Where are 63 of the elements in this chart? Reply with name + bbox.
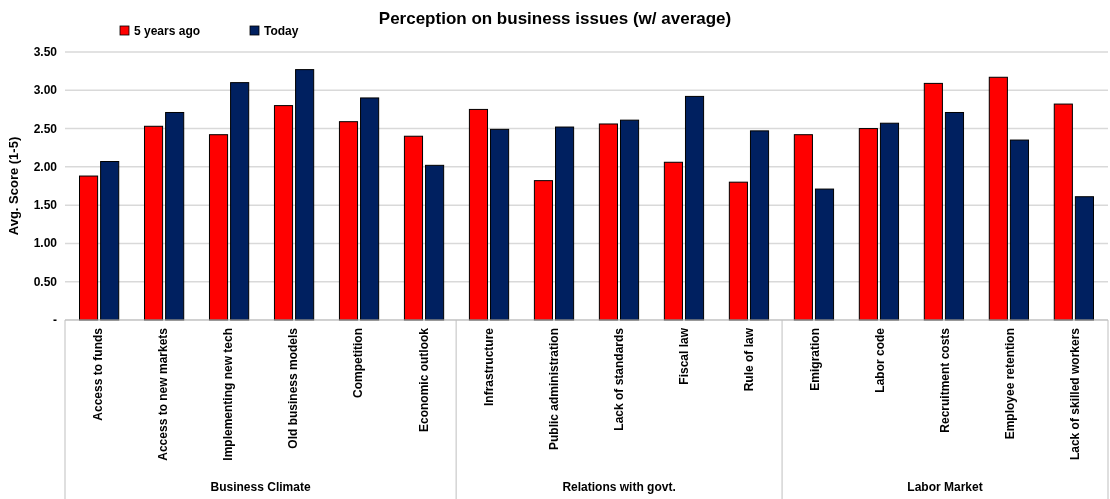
x-tick-label: Competition xyxy=(351,328,366,398)
x-tick-label: Lack of standards xyxy=(612,327,627,431)
x-tick-label: Infrastructure xyxy=(481,327,496,407)
x-tick-label: Fiscal law xyxy=(677,327,692,385)
bar xyxy=(208,134,229,321)
y-tick-label: 1.00 xyxy=(33,236,58,251)
bar xyxy=(684,95,705,321)
bar xyxy=(944,111,965,321)
x-tick-label: Rule of law xyxy=(742,327,757,392)
bar xyxy=(1053,103,1073,321)
bar xyxy=(338,121,359,321)
bar xyxy=(1074,196,1094,321)
bar xyxy=(1009,139,1030,321)
bar xyxy=(793,134,813,321)
bar xyxy=(879,122,900,321)
legend-label: Today xyxy=(264,24,299,38)
bar xyxy=(79,175,99,321)
x-tick-label: Access to new markets xyxy=(155,327,170,461)
y-tick-label: 3.50 xyxy=(33,45,58,59)
bar xyxy=(230,82,250,321)
x-tick-label: Lack of skilled workers xyxy=(1068,327,1083,461)
x-tick-label: Recruitment costs xyxy=(938,327,953,433)
y-tick-label: 2.50 xyxy=(33,121,58,136)
x-tick-label: Old business models xyxy=(286,327,301,449)
bar xyxy=(728,181,748,321)
bar xyxy=(988,76,1008,321)
x-tick-label: Economic outlook xyxy=(416,327,431,433)
y-tick-label: 2.00 xyxy=(33,159,58,174)
x-tick-label: Employee retention xyxy=(1003,328,1018,440)
text: Labor Market xyxy=(907,480,983,494)
x-tick-label: Implementing new tech xyxy=(220,328,235,461)
bar xyxy=(598,123,618,321)
bar xyxy=(533,180,554,321)
y-tick-label: 1.50 xyxy=(33,198,58,213)
x-tick-label: Labor code xyxy=(872,327,887,393)
bar xyxy=(814,188,835,321)
y-axis-title: Avg. Score (1-5) xyxy=(6,136,21,236)
bar xyxy=(273,105,294,321)
bar xyxy=(663,161,683,321)
legend-label: 5 years ago xyxy=(134,24,201,38)
bar xyxy=(490,128,510,321)
x-tick-label: Access to funds xyxy=(90,327,105,421)
y-tick-label: 0.50 xyxy=(33,274,58,289)
bar xyxy=(749,130,770,321)
x-tick-label: Emigration xyxy=(807,328,822,391)
bar xyxy=(295,69,315,321)
bar xyxy=(468,108,489,321)
bar xyxy=(360,97,380,321)
bar xyxy=(165,111,185,321)
y-tick-label: 3.00 xyxy=(33,83,58,98)
bar xyxy=(858,128,878,321)
chart-title: Perception on business issues (w/ average) xyxy=(378,9,732,28)
text: Business Climate xyxy=(210,480,311,494)
bar xyxy=(555,126,575,321)
bar xyxy=(100,161,120,321)
x-tick-label: Public administration xyxy=(546,328,561,451)
bar xyxy=(143,125,164,321)
y-tick-label: - xyxy=(53,313,57,327)
bar xyxy=(619,119,640,321)
bar xyxy=(403,135,424,321)
text: Relations with govt. xyxy=(562,480,676,494)
bar xyxy=(923,82,943,321)
bar xyxy=(425,164,445,321)
